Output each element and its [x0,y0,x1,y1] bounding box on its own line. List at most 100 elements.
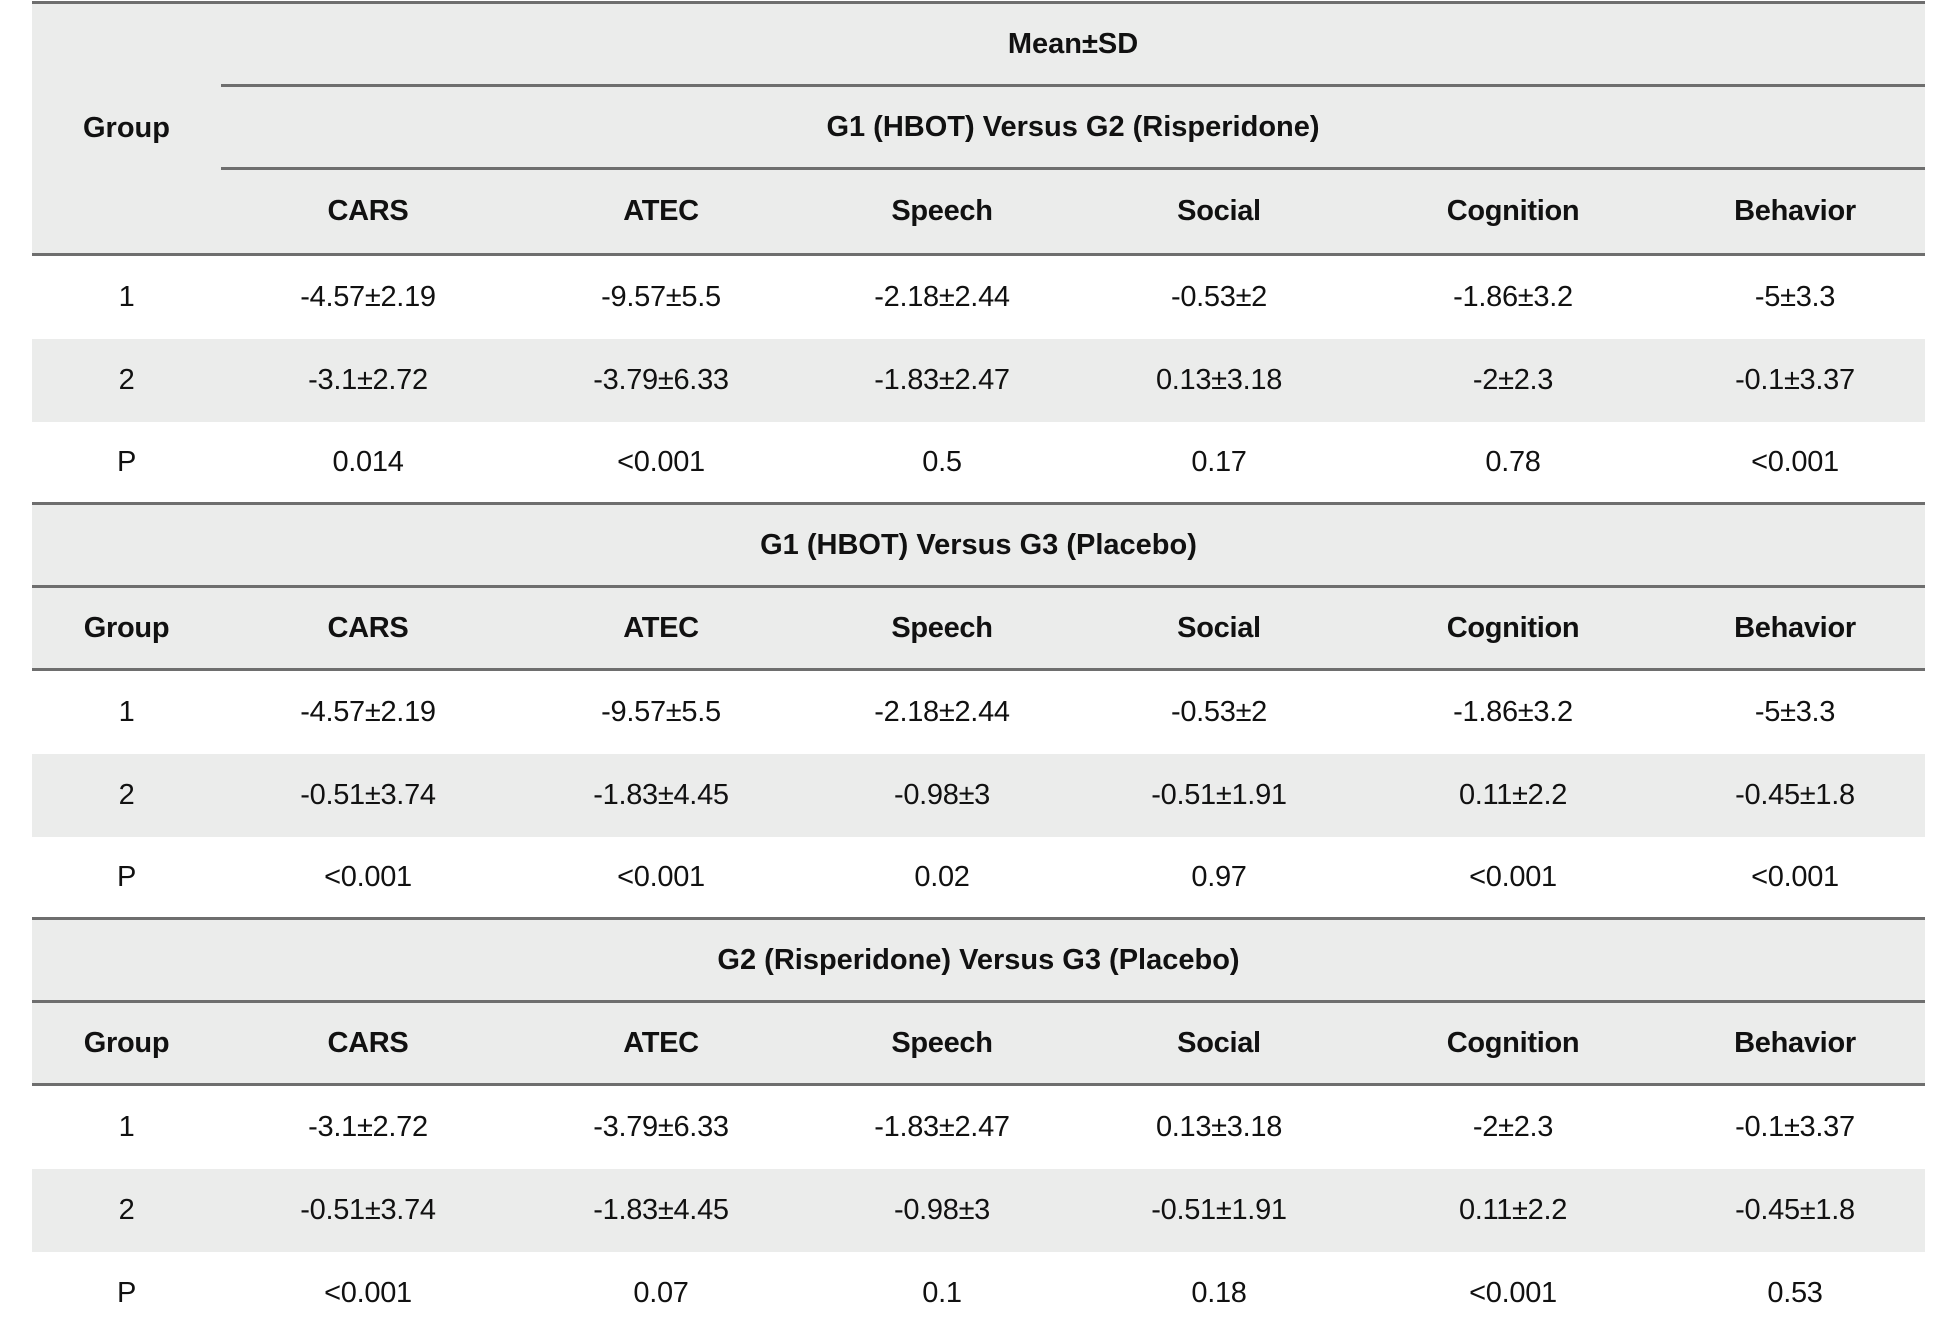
col-header-social: Social [1177,195,1261,227]
col-header-cars: CARS [327,611,409,644]
cars-cell: -0.51±3.74 [300,1194,436,1226]
speech-cell: -0.98±3 [893,779,991,811]
group-cell: 1 [118,281,135,313]
cars-cell: -4.57±2.19 [300,696,436,728]
section-title-row: G1 (HBOT) Versus G2 (Risperidone) [221,87,1925,170]
atec-cell: -3.79±6.33 [593,364,729,396]
speech-cell: -0.98±3 [893,1194,991,1226]
behavior-cell: -5±3.3 [1754,696,1836,728]
col-header-behavior: Behavior [1734,1026,1856,1059]
col-header-social: Social [1177,611,1261,644]
cars-cell: -3.1±2.72 [308,364,428,396]
atec-cell: <0.001 [617,445,705,478]
cars-cell: <0.001 [324,860,412,893]
group-header: Group [83,611,170,644]
table-row: 2 -3.1±2.72 -3.79±6.33 -1.83±2.47 0.13±3… [32,339,1925,422]
atec-cell: -3.79±6.33 [593,1111,729,1143]
cars-cell: -3.1±2.72 [308,1111,428,1143]
behavior-cell: <0.001 [1751,445,1839,478]
col-header-behavior: Behavior [1734,195,1856,227]
behavior-cell: -5±3.3 [1754,281,1836,313]
results-table: Group Mean±SD G1 (HBOT) Versus G2 (Rispe… [32,1,1925,1335]
speech-cell: -1.83±2.47 [874,1111,1010,1143]
column-header-row: CARS ATEC Speech Social Cognition Behavi… [221,170,1925,253]
cognition-cell: 0.11±2.2 [1458,779,1568,811]
table-header: Group Mean±SD G1 (HBOT) Versus G2 (Rispe… [32,1,1925,256]
social-cell: -0.51±1.91 [1151,779,1287,811]
cognition-cell: 0.78 [1485,445,1541,478]
col-header-cognition: Cognition [1446,1026,1580,1059]
col-header-cars: CARS [327,1026,409,1059]
group-cell: 2 [118,1194,135,1226]
col-header-cars: CARS [327,195,409,227]
table-row: 1 -4.57±2.19 -9.57±5.5 -2.18±2.44 -0.53±… [32,671,1925,754]
table-row-p-value: P 0.014 <0.001 0.5 0.17 0.78 <0.001 [32,422,1925,505]
behavior-cell: -0.45±1.8 [1735,1194,1855,1226]
speech-cell: 0.5 [922,445,962,478]
col-header-speech: Speech [891,195,993,227]
section-title-row: G2 (Risperidone) Versus G3 (Placebo) [32,920,1925,1003]
col-header-speech: Speech [891,611,993,644]
speech-cell: -1.83±2.47 [874,364,1010,396]
atec-cell: -9.57±5.5 [601,696,721,728]
col-header-atec: ATEC [623,611,699,644]
section-title: G1 (HBOT) Versus G3 (Placebo) [760,528,1197,561]
table-row-p-value: P <0.001 <0.001 0.02 0.97 <0.001 <0.001 [32,837,1925,920]
atec-cell: <0.001 [617,860,705,893]
mean-sd-header: Mean±SD [1007,27,1139,60]
cognition-cell: <0.001 [1469,860,1557,893]
column-header-row: Group CARS ATEC Speech Social Cognition … [32,588,1925,671]
table-row: 2 -0.51±3.74 -1.83±4.45 -0.98±3 -0.51±1.… [32,754,1925,837]
col-header-atec: ATEC [623,195,699,227]
speech-cell: 0.1 [922,1277,962,1309]
group-cell: P [116,1277,137,1309]
atec-cell: -9.57±5.5 [601,281,721,313]
col-header-social: Social [1177,1026,1261,1059]
super-header-row: Mean±SD [221,4,1925,87]
behavior-cell: 0.53 [1767,1277,1823,1309]
speech-cell: -2.18±2.44 [874,696,1010,728]
table-row-p-value: P <0.001 0.07 0.1 0.18 <0.001 0.53 [32,1252,1925,1335]
group-header: Group [83,1026,170,1059]
group-cell: 1 [118,1111,135,1143]
social-cell: 0.97 [1191,860,1247,893]
atec-cell: 0.07 [633,1277,689,1309]
table-row: 1 -3.1±2.72 -3.79±6.33 -1.83±2.47 0.13±3… [32,1086,1925,1169]
cognition-cell: -2±2.3 [1472,364,1554,396]
col-header-atec: ATEC [623,1026,699,1059]
behavior-cell: -0.1±3.37 [1735,364,1855,396]
col-header-cognition: Cognition [1446,195,1580,227]
behavior-cell: -0.1±3.37 [1735,1111,1855,1143]
cognition-cell: -1.86±3.2 [1453,696,1573,728]
social-cell: 0.13±3.18 [1155,364,1283,396]
col-header-behavior: Behavior [1734,611,1856,644]
group-cell: P [116,445,137,478]
section-title: G1 (HBOT) Versus G2 (Risperidone) [826,110,1320,143]
behavior-cell: <0.001 [1751,860,1839,893]
col-header-speech: Speech [891,1026,993,1059]
cognition-cell: -1.86±3.2 [1453,281,1573,313]
atec-cell: -1.83±4.45 [593,779,729,811]
social-cell: 0.17 [1191,445,1247,478]
table-row: 1 -4.57±2.19 -9.57±5.5 -2.18±2.44 -0.53±… [32,256,1925,339]
speech-cell: 0.02 [914,860,970,893]
speech-cell: -2.18±2.44 [874,281,1010,313]
cars-cell: -0.51±3.74 [300,779,436,811]
cognition-cell: <0.001 [1469,1277,1557,1309]
group-cell: 2 [118,364,135,396]
cognition-cell: 0.11±2.2 [1458,1194,1568,1226]
section-title: G2 (Risperidone) Versus G3 (Placebo) [717,943,1240,976]
section-title-row: G1 (HBOT) Versus G3 (Placebo) [32,505,1925,588]
table-row: 2 -0.51±3.74 -1.83±4.45 -0.98±3 -0.51±1.… [32,1169,1925,1252]
social-cell: -0.53±2 [1170,696,1268,728]
cars-cell: 0.014 [332,445,404,478]
behavior-cell: -0.45±1.8 [1735,779,1855,811]
cars-cell: -4.57±2.19 [300,281,436,313]
column-header-row: Group CARS ATEC Speech Social Cognition … [32,1003,1925,1086]
social-cell: -0.51±1.91 [1151,1194,1287,1226]
col-header-cognition: Cognition [1446,611,1580,644]
social-cell: 0.18 [1191,1277,1247,1309]
cars-cell: <0.001 [324,1277,412,1309]
social-cell: -0.53±2 [1170,281,1268,313]
cognition-cell: -2±2.3 [1472,1111,1554,1143]
